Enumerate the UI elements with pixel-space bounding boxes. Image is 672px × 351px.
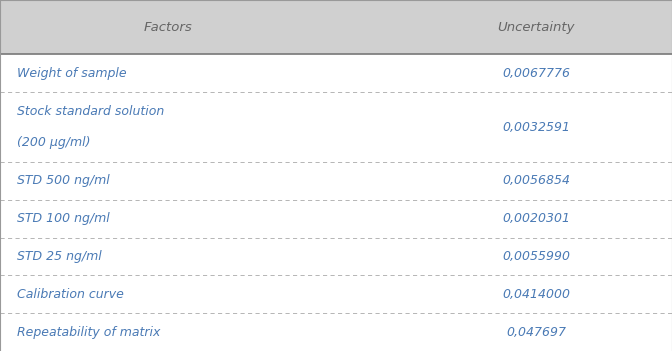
Text: 0,0414000: 0,0414000 [502, 288, 570, 301]
Text: Uncertainty: Uncertainty [497, 21, 575, 34]
Text: STD 100 ng/ml: STD 100 ng/ml [17, 212, 110, 225]
Text: Factors: Factors [144, 21, 192, 34]
Bar [0, 200, 672, 238]
Text: 0,0055990: 0,0055990 [502, 250, 570, 263]
Bar [0, 0, 672, 54]
Bar [0, 54, 672, 92]
Text: 0,0032591: 0,0032591 [502, 121, 570, 134]
Text: (200 μg/ml): (200 μg/ml) [17, 137, 90, 150]
Text: Weight of sample: Weight of sample [17, 67, 126, 80]
Text: 0,0056854: 0,0056854 [502, 174, 570, 187]
Text: 0,0020301: 0,0020301 [502, 212, 570, 225]
Text: 0,047697: 0,047697 [506, 326, 566, 339]
Text: Stock standard solution: Stock standard solution [17, 105, 164, 118]
Text: Repeatability of matrix: Repeatability of matrix [17, 326, 160, 339]
Bar [0, 92, 672, 162]
Bar [0, 162, 672, 200]
Text: Calibration curve: Calibration curve [17, 288, 124, 301]
Bar [0, 238, 672, 276]
Bar [0, 276, 672, 313]
Text: STD 25 ng/ml: STD 25 ng/ml [17, 250, 101, 263]
Text: STD 500 ng/ml: STD 500 ng/ml [17, 174, 110, 187]
Bar [0, 313, 672, 351]
Text: 0,0067776: 0,0067776 [502, 67, 570, 80]
